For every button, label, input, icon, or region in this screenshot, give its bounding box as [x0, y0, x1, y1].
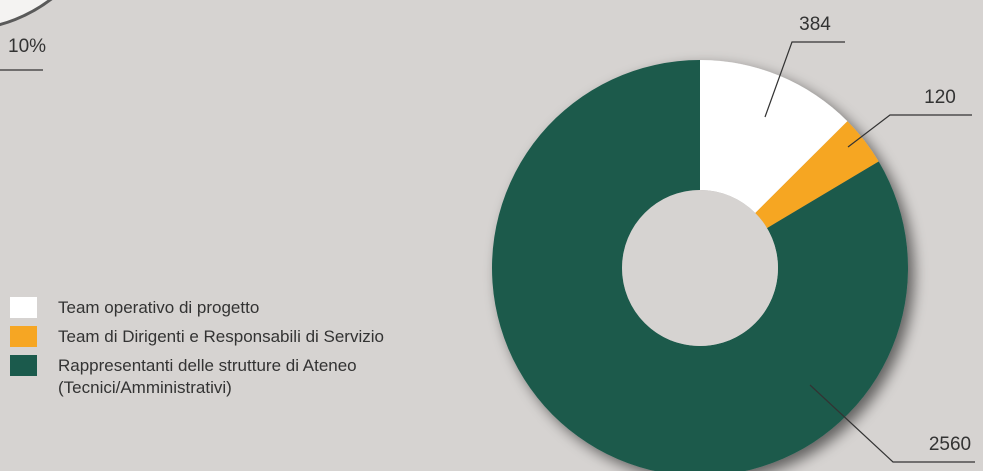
legend-swatch-rappresentanti: [10, 355, 37, 376]
previous-chart-fragment: [0, 0, 53, 27]
slice-labels: 384 120 2560: [764, 14, 975, 463]
legend-swatch-team-operativo: [10, 297, 37, 318]
legend-label: Team di Dirigenti e Responsabili di Serv…: [58, 327, 384, 346]
slice-label-120-leader-line: [847, 114, 972, 148]
slice-team-dirigenti: [755, 121, 879, 229]
legend: Team operativo di progetto Team di Dirig…: [10, 297, 478, 406]
slice-label-2560-leader-line: [809, 384, 975, 463]
slice-label-384: 384: [799, 14, 831, 35]
legend-item: Team operativo di progetto: [10, 297, 478, 319]
slice-label-120: 120: [924, 87, 956, 108]
donut-slices: [492, 60, 908, 471]
legend-item: Team di Dirigenti e Responsabili di Serv…: [10, 326, 478, 348]
fragment-percent-label: 10%: [8, 36, 46, 57]
legend-item: Rappresentanti delle strutture di Ateneo…: [10, 355, 478, 399]
slice-rappresentanti: [492, 60, 908, 471]
legend-swatch-team-dirigenti: [10, 326, 37, 347]
slice-label-2560: 2560: [929, 434, 971, 455]
legend-label: Rappresentanti delle strutture di Ateneo…: [58, 356, 357, 397]
legend-label: Team operativo di progetto: [58, 298, 260, 317]
slice-label-384-leader-line: [764, 41, 845, 118]
slice-team-operativo: [700, 60, 848, 213]
donut-hole: [622, 190, 778, 346]
